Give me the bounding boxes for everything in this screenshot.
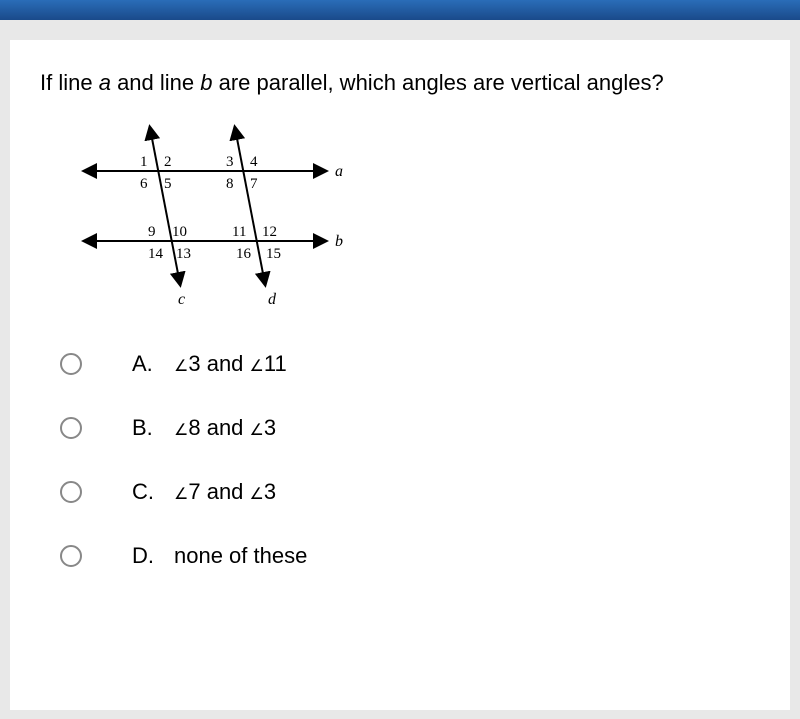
option-b-letter: B. <box>132 415 156 441</box>
question-text: If line a and line b are parallel, which… <box>40 70 760 96</box>
answer-options: A. ∠3 and ∠11 B. ∠8 and ∠3 C. ∠7 and ∠3 <box>40 351 760 569</box>
angle-3: 3 <box>226 154 234 170</box>
angle-7: 7 <box>250 176 258 192</box>
line-d-label: d <box>268 291 277 308</box>
option-b[interactable]: B. ∠8 and ∠3 <box>40 415 760 441</box>
angle-symbol: ∠ <box>174 422 188 439</box>
diagram-svg: a b c d 1 2 6 5 3 4 8 7 9 10 14 13 11 12… <box>70 116 370 316</box>
option-c-mid: and <box>201 479 250 504</box>
angle-5: 5 <box>164 176 172 192</box>
angle-16: 16 <box>236 246 252 262</box>
angle-13: 13 <box>176 246 191 262</box>
angle-symbol: ∠ <box>250 358 264 375</box>
option-d-letter: D. <box>132 543 156 569</box>
option-b-label: B. ∠8 and ∠3 <box>132 415 276 441</box>
line-b-label: b <box>335 233 343 250</box>
radio-d[interactable] <box>60 545 82 567</box>
angle-14: 14 <box>148 246 164 262</box>
radio-a[interactable] <box>60 353 82 375</box>
angle-6: 6 <box>140 176 148 192</box>
option-c-angle1: 7 <box>188 479 200 504</box>
angle-2: 2 <box>164 154 172 170</box>
option-a-angle1: 3 <box>188 351 200 376</box>
radio-b[interactable] <box>60 417 82 439</box>
option-a[interactable]: A. ∠3 and ∠11 <box>40 351 760 377</box>
line-c-label: c <box>178 291 185 308</box>
option-c-label: C. ∠7 and ∠3 <box>132 479 276 505</box>
angle-11: 11 <box>232 224 246 240</box>
line-a-label: a <box>335 163 343 180</box>
option-c[interactable]: C. ∠7 and ∠3 <box>40 479 760 505</box>
option-b-angle2: 3 <box>264 415 276 440</box>
option-a-angle2: 11 <box>264 351 287 376</box>
option-a-letter: A. <box>132 351 156 377</box>
option-a-label: A. ∠3 and ∠11 <box>132 351 287 377</box>
option-d-text: none of these <box>174 543 307 569</box>
question-prefix: If line <box>40 70 99 95</box>
angle-symbol: ∠ <box>250 486 264 503</box>
app-header-bar <box>0 0 800 20</box>
question-var-b: b <box>200 70 212 95</box>
angle-symbol: ∠ <box>174 358 188 375</box>
angle-15: 15 <box>266 246 281 262</box>
option-c-letter: C. <box>132 479 156 505</box>
angle-8: 8 <box>226 176 234 192</box>
question-suffix: are parallel, which angles are vertical … <box>213 70 664 95</box>
option-d[interactable]: D. none of these <box>40 543 760 569</box>
question-mid: and line <box>111 70 200 95</box>
radio-c[interactable] <box>60 481 82 503</box>
angle-9: 9 <box>148 224 156 240</box>
angle-4: 4 <box>250 154 258 170</box>
option-b-mid: and <box>201 415 250 440</box>
option-a-content: ∠3 and ∠11 <box>174 351 287 377</box>
angle-12: 12 <box>262 224 277 240</box>
angle-1: 1 <box>140 154 148 170</box>
question-panel: If line a and line b are parallel, which… <box>10 40 790 710</box>
option-b-angle1: 8 <box>188 415 200 440</box>
angle-symbol: ∠ <box>250 422 264 439</box>
angle-10: 10 <box>172 224 187 240</box>
option-c-angle2: 3 <box>264 479 276 504</box>
geometry-diagram: a b c d 1 2 6 5 3 4 8 7 9 10 14 13 11 12… <box>70 116 760 321</box>
question-var-a: a <box>99 70 111 95</box>
option-d-label: D. none of these <box>132 543 307 569</box>
option-b-content: ∠8 and ∠3 <box>174 415 276 441</box>
angle-symbol: ∠ <box>174 486 188 503</box>
option-c-content: ∠7 and ∠3 <box>174 479 276 505</box>
option-a-mid: and <box>201 351 250 376</box>
